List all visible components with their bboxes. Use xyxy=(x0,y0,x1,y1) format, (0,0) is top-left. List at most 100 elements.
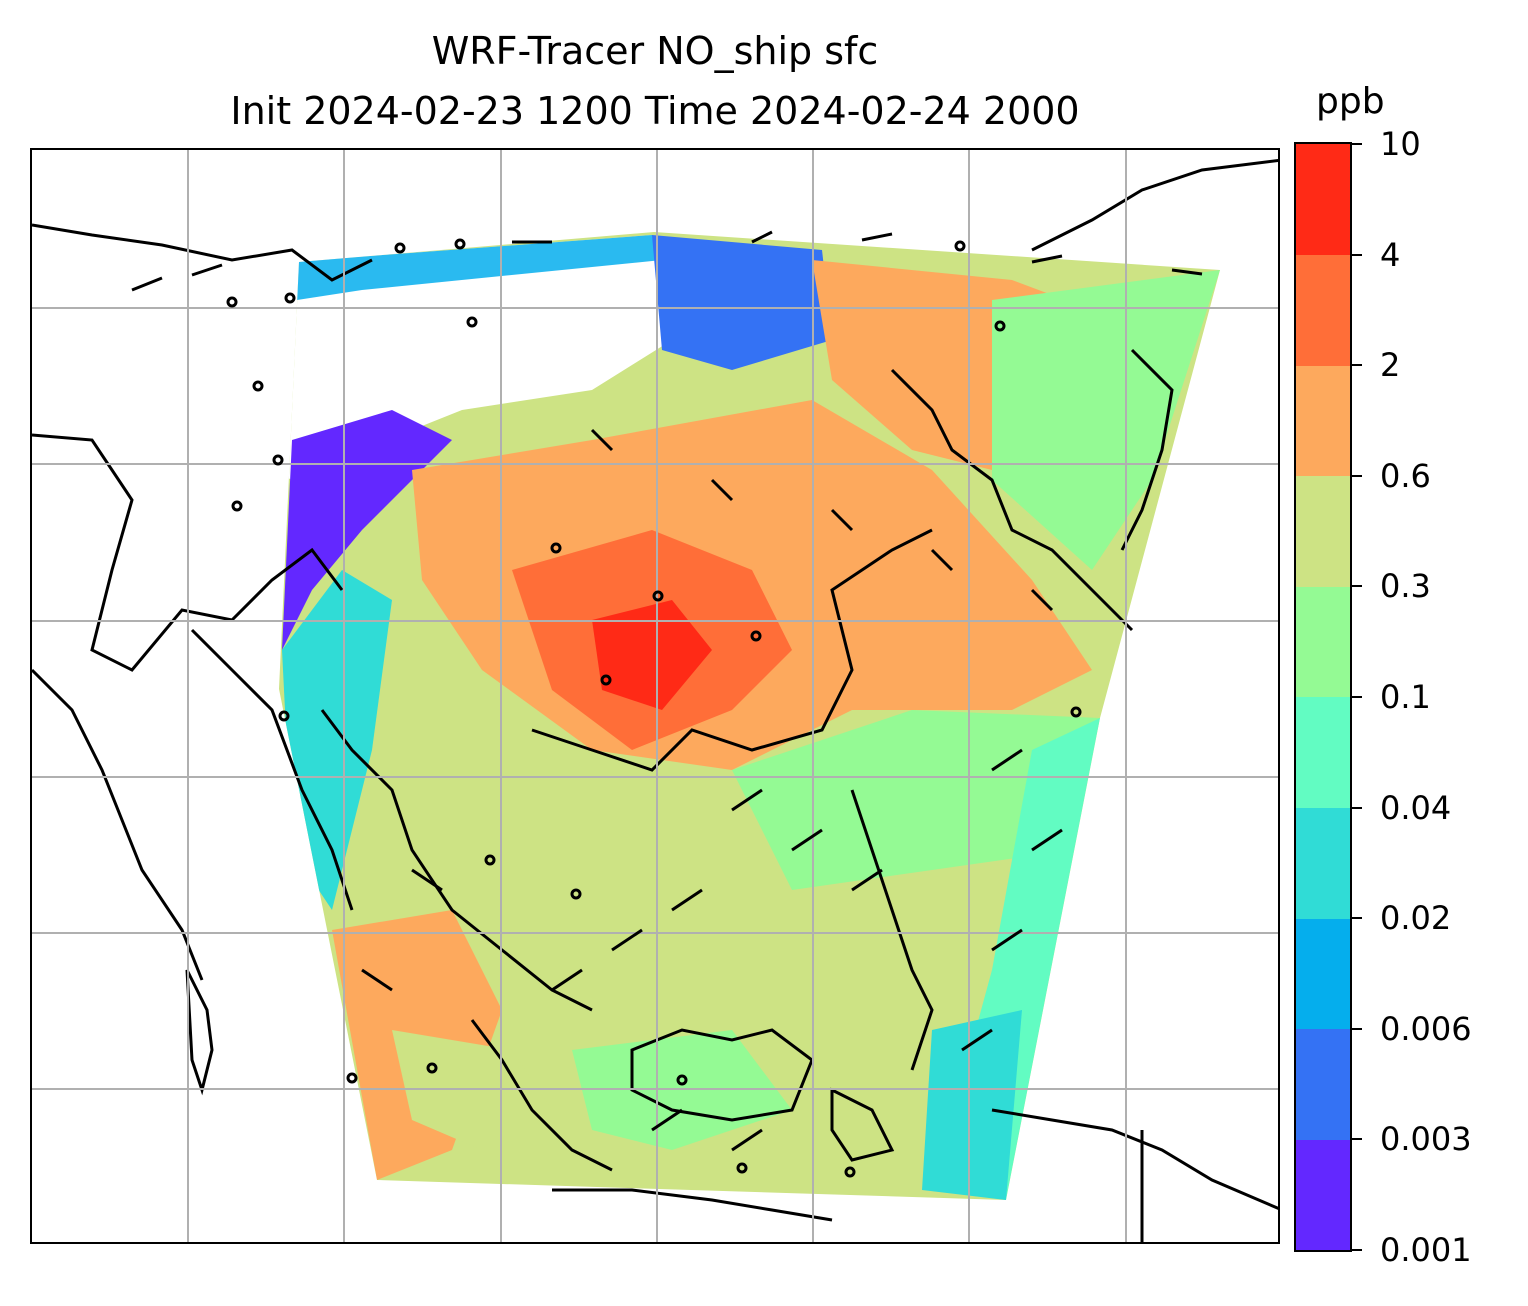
calm-marker xyxy=(426,1062,438,1074)
coastline-java xyxy=(552,1188,833,1222)
calm-marker xyxy=(346,1072,358,1084)
field-lowest-west xyxy=(282,410,452,650)
calm-marker xyxy=(676,1074,688,1086)
wind-barb xyxy=(590,428,614,452)
field-low-northeast xyxy=(652,235,832,370)
map-panel xyxy=(30,148,1280,1244)
colorbar-band xyxy=(1296,586,1350,698)
wind-barb xyxy=(1171,268,1203,276)
colorbar-band xyxy=(1296,1028,1350,1140)
colorbar-band xyxy=(1296,918,1350,1030)
coastline-bay-of-bengal-east xyxy=(320,709,593,1012)
colorbar-tick-label: 0.001 xyxy=(1380,1231,1472,1269)
colorbar-tick xyxy=(1352,474,1362,477)
colorbar-tick-label: 0.04 xyxy=(1380,788,1452,827)
colorbar-tick xyxy=(1352,1138,1362,1141)
calm-marker xyxy=(226,296,238,308)
coastline-arabian-sea xyxy=(32,433,344,672)
chart-title-line-1: WRF-Tracer NO_ship sfc xyxy=(431,29,879,73)
coastline-sulawesi xyxy=(830,1087,895,1162)
coastline-india-west xyxy=(32,668,204,981)
wind-barbs xyxy=(131,230,1203,1178)
wind-barb xyxy=(651,1108,683,1132)
wind-barb xyxy=(861,232,893,242)
colorbar-tick xyxy=(1352,253,1362,256)
wind-barb xyxy=(991,748,1023,772)
calm-marker xyxy=(272,454,284,466)
wind-barb xyxy=(731,1128,763,1152)
calm-marker xyxy=(466,316,478,328)
wind-barb xyxy=(851,868,883,892)
field-low-north xyxy=(279,235,662,310)
field-highest-interior xyxy=(592,600,712,710)
wind-barb xyxy=(751,230,773,244)
wind-barb xyxy=(131,276,163,292)
calm-marker xyxy=(1070,706,1082,718)
calm-marker xyxy=(284,292,296,304)
wind-barb xyxy=(731,788,763,812)
calm-marker xyxy=(600,674,612,686)
wind-barb xyxy=(930,548,954,572)
calm-marker xyxy=(994,320,1006,332)
wind-barb xyxy=(830,508,854,532)
coastline-sri-lanka xyxy=(185,969,214,1096)
calm-marker xyxy=(231,500,243,512)
coastline-indian-subcontinent xyxy=(190,628,354,911)
colorbar-tick xyxy=(1352,696,1362,698)
wind-barb xyxy=(961,1028,993,1052)
calm-marker xyxy=(278,710,290,722)
colorbar-band xyxy=(1296,475,1350,587)
chart-title-line-2: Init 2024-02-23 1200 Time 2024-02-24 200… xyxy=(230,89,1080,133)
wind-barb xyxy=(710,478,734,502)
calm-marker xyxy=(570,888,582,900)
colorbar-tick xyxy=(1352,917,1362,920)
colorbar-tick-label: 0.1 xyxy=(1380,678,1431,716)
calm-marker xyxy=(550,542,562,554)
coastline-korea-japan xyxy=(890,368,1134,632)
colorbar-tick-label: 0.003 xyxy=(1380,1120,1472,1159)
coastline-philippines xyxy=(850,789,934,1071)
field-japan-korea xyxy=(992,270,1220,570)
wind-barb xyxy=(361,968,393,992)
colorbar-tick-label: 4 xyxy=(1380,235,1401,274)
colorbar-band xyxy=(1296,144,1350,256)
coastline-south-china xyxy=(531,528,933,772)
coastline-north-asia xyxy=(32,223,373,282)
wind-barb xyxy=(991,928,1023,952)
colorbar-tick xyxy=(1352,1027,1362,1030)
colorbar-tick-label: 0.02 xyxy=(1380,899,1452,938)
calm-marker xyxy=(484,854,496,866)
colorbar-tick-label: 0.006 xyxy=(1380,1009,1472,1048)
colorbar-band xyxy=(1296,697,1350,809)
wind-barb xyxy=(551,968,583,992)
wind-barb xyxy=(1031,828,1063,852)
field-banda-sea xyxy=(922,1010,1022,1200)
calm-marker xyxy=(736,1162,748,1174)
colorbar-tick xyxy=(1352,585,1362,588)
calm-marker xyxy=(652,590,664,602)
wind-barb xyxy=(191,263,223,277)
coastline-japan xyxy=(1120,348,1174,551)
coastline-sumatra xyxy=(470,1019,613,1172)
calm-marker xyxy=(454,238,466,250)
calm-marker xyxy=(844,1166,856,1178)
calm-marker xyxy=(394,242,406,254)
gridlines xyxy=(32,150,1278,1242)
coastline-northeast xyxy=(1031,158,1278,252)
wind-barb xyxy=(1030,588,1054,612)
coastline-borneo xyxy=(630,1028,814,1122)
colorbar-tick-label: 2 xyxy=(1380,346,1401,385)
colorbar-tick-label: 0.6 xyxy=(1380,456,1431,495)
colorbar xyxy=(1294,142,1352,1252)
concentration-field xyxy=(279,232,1220,1200)
wind-barb xyxy=(1031,254,1063,264)
wind-barb xyxy=(671,888,703,912)
calm-marker xyxy=(954,240,966,252)
field-western-pacific xyxy=(732,710,1100,890)
colorbar-band xyxy=(1296,254,1350,366)
colorbar-tick-label: 0.3 xyxy=(1380,567,1431,606)
colorbar-unit-label: ppb xyxy=(1316,81,1385,122)
map-canvas xyxy=(32,150,1278,1242)
colorbar-tick xyxy=(1352,364,1362,367)
wind-barb xyxy=(411,868,443,892)
